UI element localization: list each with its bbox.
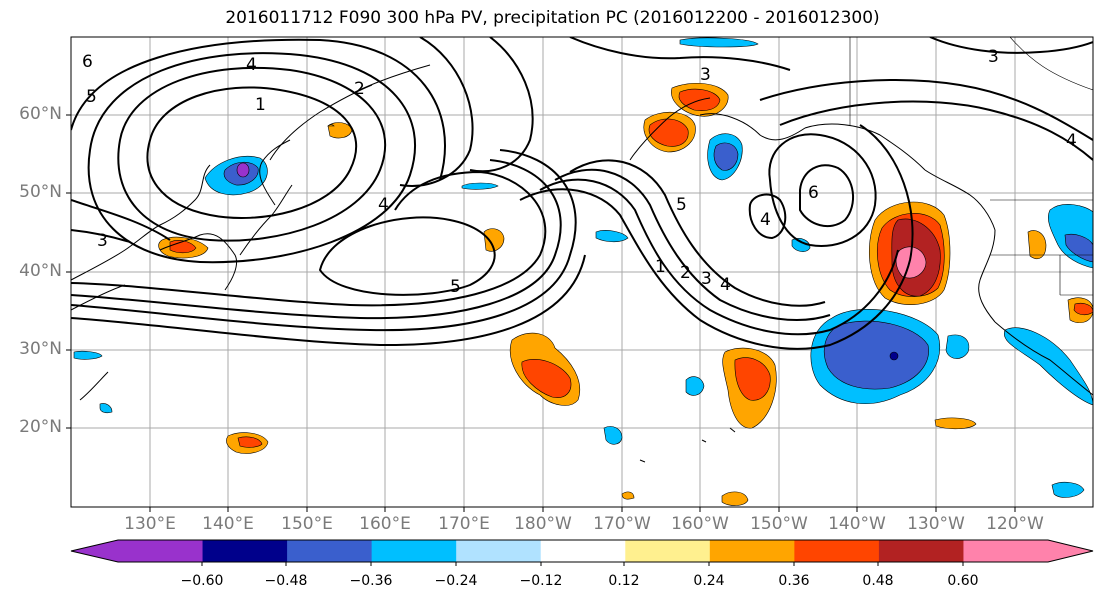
map-title: 2016011712 F090 300 hPa PV, precipitatio… <box>225 8 880 28</box>
colorbar-tick-label: 0.24 <box>693 573 725 589</box>
lon-label: 170°W <box>593 514 651 534</box>
colorbar-tick-label: −0.60 <box>180 573 224 589</box>
colorbar-tick-label: 0.48 <box>862 573 894 589</box>
lat-label: 20°N <box>19 417 62 437</box>
lon-label: 160°W <box>671 514 729 534</box>
contour-label: 1 <box>255 95 266 115</box>
colorbar-tick-label: 0.12 <box>608 573 640 589</box>
lon-label: 150°W <box>750 514 808 534</box>
colorbar-tick-label: −0.12 <box>519 573 563 589</box>
colorbar-swatch <box>878 540 964 562</box>
colorbar-swatch <box>794 540 880 562</box>
lon-label: 130°W <box>907 514 965 534</box>
colorbar-extend-min <box>71 540 118 562</box>
map-tick-marks <box>66 114 1016 512</box>
colorbar-swatch <box>540 540 626 562</box>
contour-label: 2 <box>354 79 365 99</box>
contour-label: 4 <box>246 55 257 75</box>
contour-label: 1 <box>655 257 666 277</box>
colorbar-swatch <box>625 540 711 562</box>
colorbar-extend-max <box>1048 540 1093 562</box>
contour-label: 6 <box>82 52 93 72</box>
lon-label: 160°E <box>359 514 411 534</box>
coastlines <box>71 64 1093 463</box>
colorbar-outline <box>70 539 1094 563</box>
precip-shading <box>73 37 1093 506</box>
colorbar-swatch <box>287 540 373 562</box>
colorbar-swatch <box>371 540 457 562</box>
lon-label: 180°W <box>514 514 572 534</box>
contour-label: 3 <box>988 47 999 67</box>
pv-contours <box>71 37 1093 350</box>
contour-label: 4 <box>378 195 389 215</box>
contour-label: 3 <box>700 65 711 85</box>
pv-contour-labels: 6 5 4 2 1 3 3 4 5 5 1 2 3 4 6 4 3 4 <box>82 47 1077 297</box>
colorbar-tick-label: 0.36 <box>778 573 810 589</box>
colorbar-tick-label: −0.48 <box>264 573 308 589</box>
lon-label: 130°E <box>124 514 176 534</box>
contour-label: 5 <box>86 87 97 107</box>
lon-label: 150°E <box>281 514 333 534</box>
lat-label: 60°N <box>19 104 62 124</box>
colorbar-swatch <box>118 540 204 562</box>
contour-label: 2 <box>680 263 691 283</box>
colorbar-swatch <box>709 540 795 562</box>
contour-label: 3 <box>701 269 712 289</box>
colorbar <box>70 539 1094 566</box>
colorbar-tick-label: −0.24 <box>434 573 478 589</box>
colorbar-tick-label: −0.36 <box>349 573 393 589</box>
lat-label: 30°N <box>19 339 62 359</box>
colorbar-swatch <box>456 540 542 562</box>
contour-label: 5 <box>676 195 687 215</box>
lon-label: 140°W <box>828 514 886 534</box>
contour-label: 4 <box>1066 131 1077 151</box>
contour-label: 4 <box>760 210 771 230</box>
colorbar-tick-label: 0.60 <box>947 573 979 589</box>
lat-label: 40°N <box>19 261 62 281</box>
political-borders <box>849 37 1093 296</box>
lon-label: 170°E <box>438 514 490 534</box>
contour-label: 4 <box>720 275 731 295</box>
colorbar-swatch <box>202 540 288 562</box>
lon-label: 140°E <box>202 514 254 534</box>
contour-label: 3 <box>97 231 108 251</box>
contour-label: 6 <box>808 183 819 203</box>
lon-label: 120°W <box>986 514 1044 534</box>
contour-label: 5 <box>450 277 461 297</box>
lat-label: 50°N <box>19 182 62 202</box>
colorbar-swatch <box>963 540 1049 562</box>
